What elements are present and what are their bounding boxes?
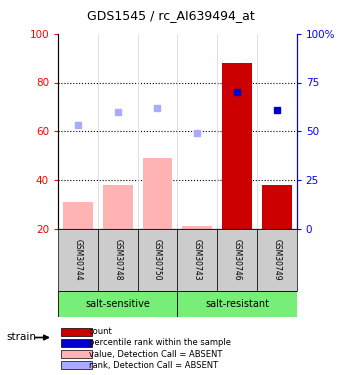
Bar [61,362,92,369]
Text: GSM30748: GSM30748 [113,239,122,280]
Text: GSM30743: GSM30743 [193,239,202,280]
Bar [61,350,92,358]
Bar [262,185,292,229]
Bar [143,158,172,229]
Bar [98,229,137,291]
Text: percentile rank within the sample: percentile rank within the sample [89,338,231,347]
Bar [58,291,177,317]
Text: GDS1545 / rc_AI639494_at: GDS1545 / rc_AI639494_at [87,9,254,22]
Bar [61,339,92,347]
Bar [257,229,297,291]
Bar [177,229,217,291]
Bar [103,185,133,229]
Bar [182,226,212,229]
Bar [217,229,257,291]
Bar [63,202,93,229]
Text: strain: strain [7,333,37,342]
Text: GSM30749: GSM30749 [272,239,281,280]
Bar [137,229,177,291]
Text: salt-sensitive: salt-sensitive [85,299,150,309]
Bar [222,63,252,229]
Bar [177,291,297,317]
Text: GSM30746: GSM30746 [233,239,241,280]
Text: count: count [89,327,113,336]
Bar [58,229,98,291]
Text: rank, Detection Call = ABSENT: rank, Detection Call = ABSENT [89,361,218,370]
Text: salt-resistant: salt-resistant [205,299,269,309]
Text: GSM30744: GSM30744 [73,239,83,280]
Text: value, Detection Call = ABSENT: value, Detection Call = ABSENT [89,350,222,358]
Bar [61,328,92,336]
Text: GSM30750: GSM30750 [153,239,162,280]
